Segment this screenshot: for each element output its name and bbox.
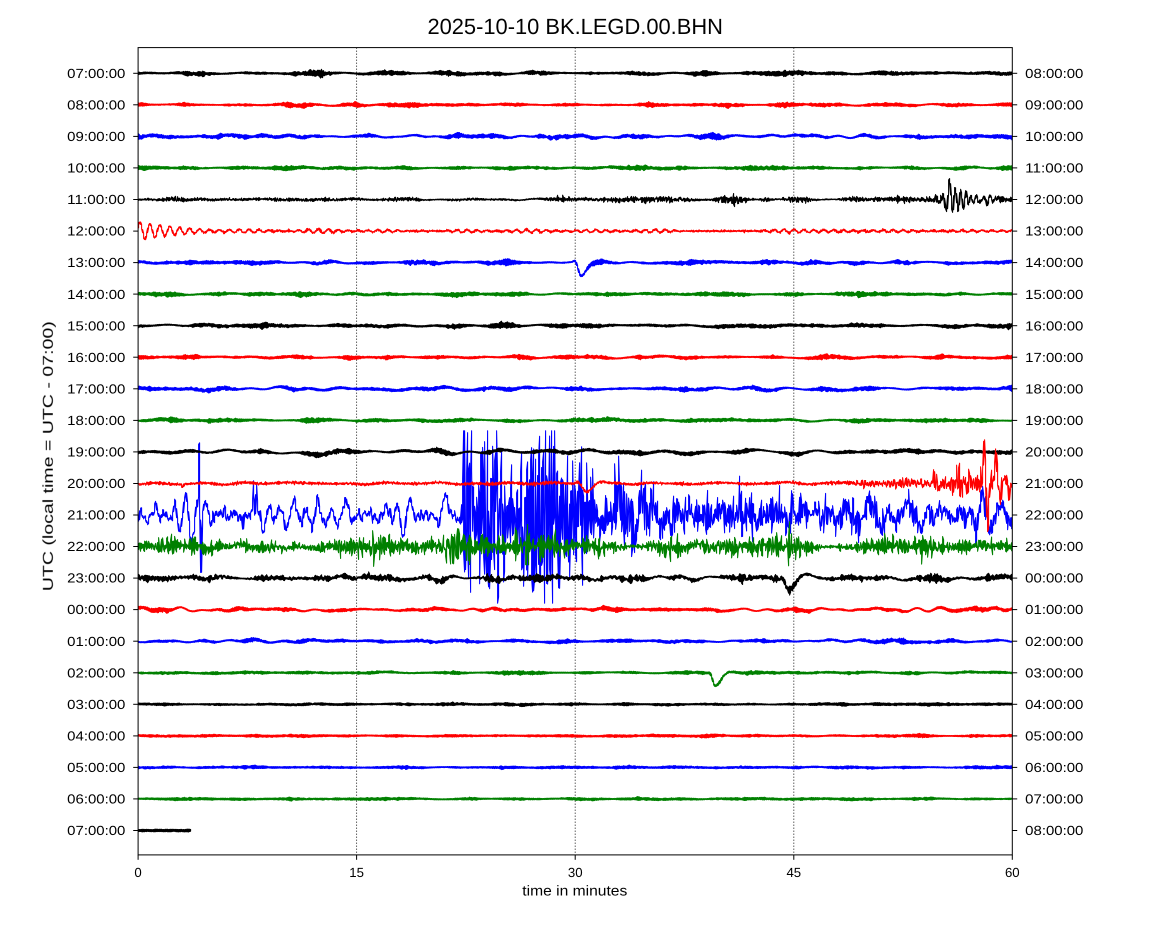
svg-text:13:00:00: 13:00:00 (67, 255, 125, 270)
svg-text:04:00:00: 04:00:00 (1025, 697, 1083, 712)
svg-text:30: 30 (568, 865, 583, 880)
svg-text:05:00:00: 05:00:00 (67, 760, 125, 775)
svg-text:00:00:00: 00:00:00 (67, 602, 125, 617)
svg-text:08:00:00: 08:00:00 (1025, 66, 1083, 81)
svg-text:03:00:00: 03:00:00 (67, 697, 125, 712)
svg-text:22:00:00: 22:00:00 (67, 539, 125, 554)
svg-text:20:00:00: 20:00:00 (67, 476, 125, 491)
svg-text:05:00:00: 05:00:00 (1025, 729, 1083, 744)
svg-text:15:00:00: 15:00:00 (1025, 287, 1083, 302)
svg-text:14:00:00: 14:00:00 (67, 287, 125, 302)
svg-text:03:00:00: 03:00:00 (1025, 665, 1083, 680)
svg-text:21:00:00: 21:00:00 (1025, 476, 1083, 491)
svg-text:19:00:00: 19:00:00 (1025, 413, 1083, 428)
svg-text:11:00:00: 11:00:00 (1025, 161, 1083, 176)
svg-text:17:00:00: 17:00:00 (67, 381, 125, 396)
svg-text:18:00:00: 18:00:00 (1025, 381, 1083, 396)
svg-text:14:00:00: 14:00:00 (1025, 255, 1083, 270)
svg-text:08:00:00: 08:00:00 (1025, 823, 1083, 838)
svg-text:15:00:00: 15:00:00 (67, 318, 125, 333)
svg-text:UTC (local time = UTC - 07:00): UTC (local time = UTC - 07:00) (41, 321, 57, 591)
svg-text:04:00:00: 04:00:00 (67, 729, 125, 744)
svg-text:19:00:00: 19:00:00 (67, 445, 125, 460)
svg-text:45: 45 (786, 865, 801, 880)
svg-text:11:00:00: 11:00:00 (67, 192, 125, 207)
svg-text:06:00:00: 06:00:00 (67, 792, 125, 807)
svg-text:20:00:00: 20:00:00 (1025, 445, 1083, 460)
svg-text:10:00:00: 10:00:00 (1025, 129, 1083, 144)
svg-text:21:00:00: 21:00:00 (67, 508, 125, 523)
svg-text:07:00:00: 07:00:00 (67, 66, 125, 81)
svg-text:18:00:00: 18:00:00 (67, 413, 125, 428)
svg-text:15: 15 (349, 865, 364, 880)
svg-text:00:00:00: 00:00:00 (1025, 571, 1083, 586)
svg-text:12:00:00: 12:00:00 (67, 224, 125, 239)
svg-text:13:00:00: 13:00:00 (1025, 224, 1083, 239)
svg-text:01:00:00: 01:00:00 (67, 634, 125, 649)
svg-text:08:00:00: 08:00:00 (67, 97, 125, 112)
svg-text:07:00:00: 07:00:00 (1025, 792, 1083, 807)
svg-text:22:00:00: 22:00:00 (1025, 508, 1083, 523)
svg-text:0: 0 (134, 865, 141, 880)
svg-text:17:00:00: 17:00:00 (1025, 350, 1083, 365)
svg-text:23:00:00: 23:00:00 (67, 571, 125, 586)
svg-text:16:00:00: 16:00:00 (67, 350, 125, 365)
svg-text:01:00:00: 01:00:00 (1025, 602, 1083, 617)
svg-text:06:00:00: 06:00:00 (1025, 760, 1083, 775)
svg-text:time in minutes: time in minutes (522, 883, 627, 899)
svg-text:16:00:00: 16:00:00 (1025, 318, 1083, 333)
svg-text:02:00:00: 02:00:00 (67, 665, 125, 680)
svg-text:12:00:00: 12:00:00 (1025, 192, 1083, 207)
svg-text:09:00:00: 09:00:00 (1025, 97, 1083, 112)
svg-text:07:00:00: 07:00:00 (67, 823, 125, 838)
svg-text:09:00:00: 09:00:00 (67, 129, 125, 144)
svg-text:2025-10-10 BK.LEGD.00.BHN: 2025-10-10 BK.LEGD.00.BHN (427, 14, 723, 39)
svg-text:60: 60 (1005, 865, 1020, 880)
svg-text:23:00:00: 23:00:00 (1025, 539, 1083, 554)
svg-text:10:00:00: 10:00:00 (67, 161, 125, 176)
svg-text:02:00:00: 02:00:00 (1025, 634, 1083, 649)
